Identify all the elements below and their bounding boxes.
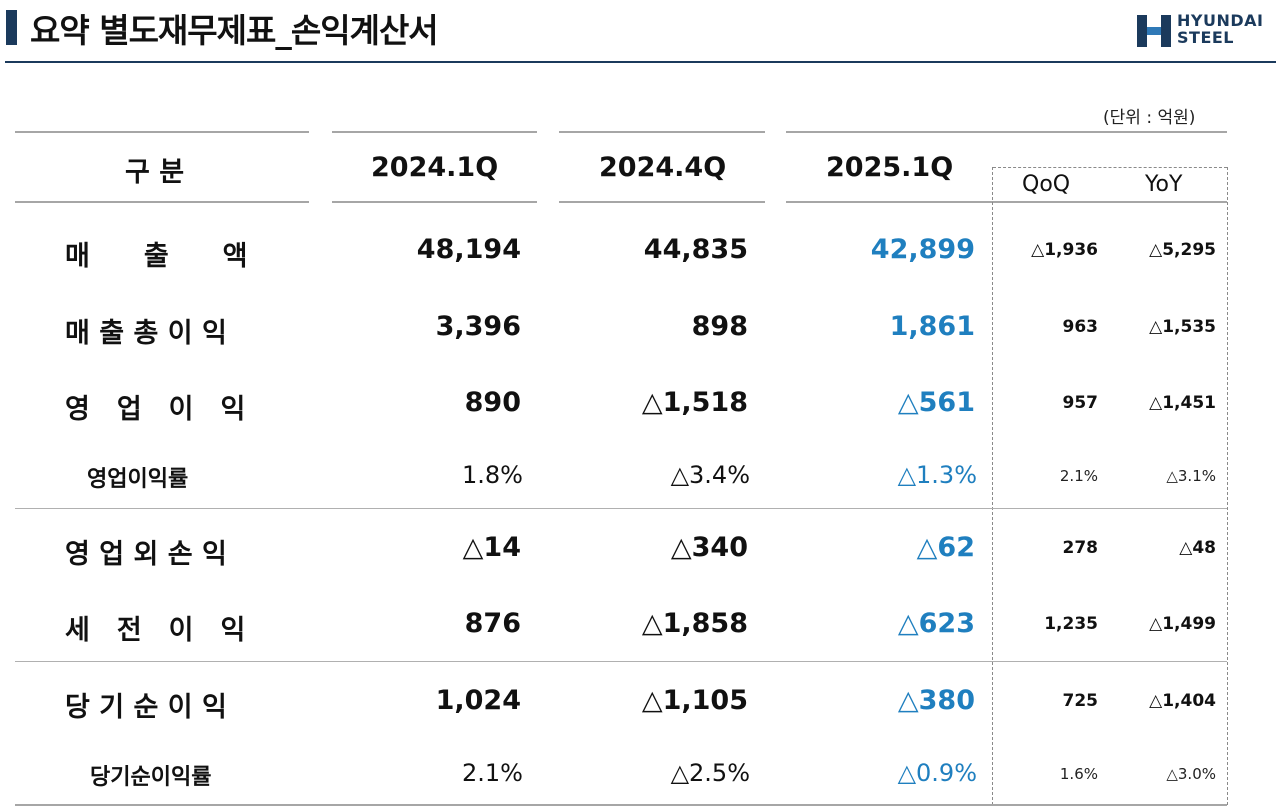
cell-pretax-income-2025-1q: △623 bbox=[897, 608, 975, 639]
cell-operating-margin-2024-4q: △3.4% bbox=[670, 461, 750, 489]
header-top-rule-category bbox=[15, 131, 309, 133]
title-accent-bar bbox=[6, 10, 17, 45]
logo-wordmark: HYUNDAI STEEL bbox=[1177, 12, 1263, 46]
cell-gross-profit-2024-1q: 3,396 bbox=[435, 311, 521, 342]
header-qoq: QoQ bbox=[1022, 172, 1071, 197]
row-label-pretax-income: 세 전 이 익 bbox=[65, 615, 246, 646]
cell-non-operating-2024-4q: △340 bbox=[670, 532, 748, 563]
cell-revenue-yoy: △5,295 bbox=[1149, 240, 1216, 260]
header-bottom-rule-p3 bbox=[786, 201, 1227, 203]
hyundai-steel-logo-icon bbox=[1137, 15, 1171, 47]
page-title: 요약 별도재무제표_손익계산서 bbox=[30, 11, 439, 50]
header-bottom-rule-category bbox=[15, 201, 309, 203]
cell-net-income-yoy: △1,404 bbox=[1149, 691, 1216, 711]
header-2024-4q: 2024.4Q bbox=[599, 152, 727, 183]
row-label-gross-profit: 매 출 총 이 익 bbox=[65, 318, 227, 349]
header-bottom-rule-p2 bbox=[559, 201, 765, 203]
cell-operating-profit-2024-4q: △1,518 bbox=[641, 387, 748, 418]
cell-pretax-income-2024-4q: △1,858 bbox=[641, 608, 748, 639]
cell-revenue-2024-1q: 48,194 bbox=[416, 234, 521, 265]
cell-non-operating-qoq: 278 bbox=[1062, 538, 1099, 558]
cell-operating-profit-2025-1q: △561 bbox=[897, 387, 975, 418]
header-2025-1q: 2025.1Q bbox=[826, 152, 954, 183]
title-underline bbox=[5, 61, 1276, 63]
cell-gross-profit-yoy: △1,535 bbox=[1149, 317, 1216, 337]
change-box-top-border bbox=[993, 167, 1227, 168]
cell-gross-profit-2024-4q: 898 bbox=[691, 311, 748, 342]
group-separator-2 bbox=[15, 661, 1227, 662]
cell-operating-margin-2025-1q: △1.3% bbox=[897, 461, 977, 489]
logo-line-1: HYUNDAI bbox=[1177, 11, 1264, 30]
cell-net-margin-2024-4q: △2.5% bbox=[670, 759, 750, 787]
cell-non-operating-yoy: △48 bbox=[1179, 538, 1216, 558]
header-top-rule-p3 bbox=[786, 131, 1227, 133]
header-2024-1q: 2024.1Q bbox=[371, 152, 499, 183]
header-yoy: YoY bbox=[1145, 172, 1183, 197]
row-label-net-income: 당 기 순 이 익 bbox=[65, 692, 227, 723]
change-box-left-border bbox=[992, 167, 993, 805]
cell-non-operating-2025-1q: △62 bbox=[916, 532, 975, 563]
cell-gross-profit-qoq: 963 bbox=[1062, 317, 1099, 337]
cell-net-income-2025-1q: △380 bbox=[897, 685, 975, 716]
cell-revenue-2024-4q: 44,835 bbox=[643, 234, 748, 265]
cell-pretax-income-yoy: △1,499 bbox=[1149, 614, 1216, 634]
change-box-right-border bbox=[1227, 167, 1228, 805]
cell-operating-profit-2024-1q: 890 bbox=[464, 387, 521, 418]
company-logo: HYUNDAI STEEL bbox=[1135, 12, 1263, 50]
cell-operating-profit-yoy: △1,451 bbox=[1149, 393, 1216, 413]
cell-gross-profit-2025-1q: 1,861 bbox=[889, 311, 975, 342]
cell-revenue-2025-1q: 42,899 bbox=[870, 234, 975, 265]
header-top-rule-p2 bbox=[559, 131, 765, 133]
row-label-non-operating: 영 업 외 손 익 bbox=[65, 539, 227, 570]
cell-non-operating-2024-1q: △14 bbox=[462, 532, 521, 563]
header-bottom-rule-p1 bbox=[332, 201, 537, 203]
header-category: 구 분 bbox=[125, 157, 185, 188]
cell-net-margin-yoy: △3.0% bbox=[1166, 765, 1216, 783]
row-label-revenue: 매 출 액 bbox=[65, 241, 248, 272]
cell-pretax-income-2024-1q: 876 bbox=[464, 608, 521, 639]
table-bottom-rule bbox=[15, 804, 1227, 806]
cell-net-margin-2025-1q: △0.9% bbox=[897, 759, 977, 787]
cell-net-income-qoq: 725 bbox=[1062, 691, 1099, 711]
cell-net-margin-2024-1q: 2.1% bbox=[462, 759, 523, 787]
row-label-operating-margin: 영업이익률 bbox=[87, 467, 189, 492]
row-label-operating-profit: 영 업 이 익 bbox=[65, 394, 246, 425]
cell-pretax-income-qoq: 1,235 bbox=[1044, 614, 1098, 634]
group-separator-1 bbox=[15, 508, 1227, 509]
cell-net-income-2024-4q: △1,105 bbox=[641, 685, 748, 716]
cell-revenue-qoq: △1,936 bbox=[1031, 240, 1098, 260]
logo-line-2: STEEL bbox=[1177, 28, 1234, 47]
cell-net-margin-qoq: 1.6% bbox=[1059, 765, 1098, 783]
cell-net-income-2024-1q: 1,024 bbox=[435, 685, 521, 716]
cell-operating-profit-qoq: 957 bbox=[1062, 393, 1099, 413]
unit-label: (단위 : 억원) bbox=[1103, 108, 1196, 128]
cell-operating-margin-qoq: 2.1% bbox=[1059, 467, 1098, 485]
row-label-net-margin: 당기순이익률 bbox=[90, 765, 212, 790]
cell-operating-margin-yoy: △3.1% bbox=[1166, 467, 1216, 485]
cell-operating-margin-2024-1q: 1.8% bbox=[462, 461, 523, 489]
header-top-rule-p1 bbox=[332, 131, 537, 133]
